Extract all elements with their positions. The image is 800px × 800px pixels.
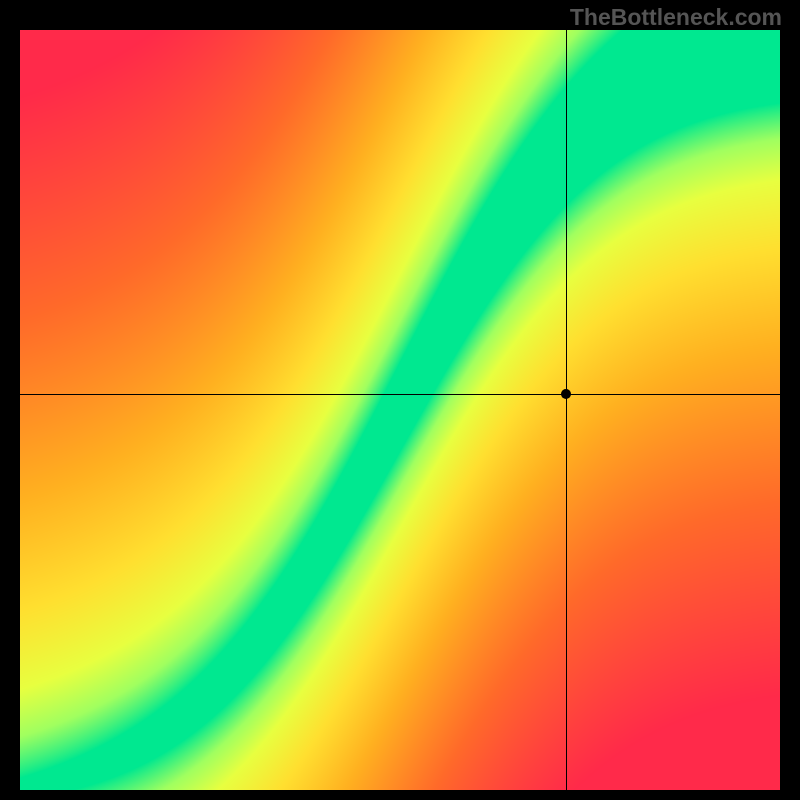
- watermark-text: TheBottleneck.com: [570, 4, 782, 31]
- figure-container: TheBottleneck.com: [0, 0, 800, 800]
- bottleneck-heatmap: [20, 30, 780, 790]
